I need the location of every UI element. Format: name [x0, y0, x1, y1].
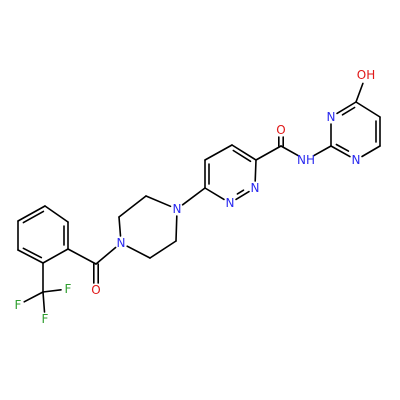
atom-label-f2: F: [42, 312, 49, 326]
atom-label-oh: OH: [357, 68, 375, 82]
bond-pz_c4-pz_c5: [204, 144, 233, 161]
bond-pip_c4-pip_n4: [175, 215, 178, 242]
atom-label-pip_n4: N: [173, 202, 182, 216]
atom-label-f3: F: [15, 298, 22, 312]
atom-label-nh: NH: [297, 153, 315, 167]
bond-pip_n4-pip_c1: [145, 195, 172, 208]
bond-ph_c3-ph_c4: [17, 205, 46, 222]
bond-pip_n1-co_c: [95, 246, 117, 265]
bond-pm_c4-pm_c5: [355, 101, 381, 118]
bond-pz_c3-pz_c4: [231, 144, 257, 161]
bond-pip_c3-pip_c4: [149, 240, 177, 259]
bond-cf3_c-f3: [23, 291, 44, 303]
atom-label-amide_o: O: [276, 123, 285, 137]
bond-pip_n1-pip_c3: [126, 245, 151, 259]
atom-label-pip_n1: N: [117, 236, 126, 250]
atom-label-pz_n1: N: [226, 196, 235, 210]
bond-pz_c6-pz_n1: [204, 187, 225, 201]
bond-ph_c5-ph_c6: [17, 249, 44, 264]
atom-label-pm_n3: N: [327, 110, 336, 124]
bond-ph_c6-ph_c1: [42, 248, 69, 264]
bond-co_c-ph_c1: [67, 248, 97, 265]
bond-pz_n2-pz_c3: [254, 159, 257, 182]
bond-ph_c5-ph_c6-inner: [22, 247, 43, 259]
bond-pz_n1-pz_n2: [235, 190, 250, 201]
bond-ph_c2-ph_c3: [44, 205, 69, 223]
atom-labels-layer: OH N N NH O N N N N O F F F: [15, 68, 376, 326]
bond-pm_n3-pm_c4: [336, 101, 357, 115]
atom-label-pm_n1: N: [352, 153, 361, 167]
bond-cf3_c-f2: [42, 291, 46, 313]
bond-nh-amide_c: [280, 145, 299, 157]
bonds-layer: [17, 82, 381, 313]
bond-pm_n1-pm_c2-inner: [335, 143, 350, 152]
atom-label-pz_n2: N: [251, 181, 260, 195]
bond-pz_n1-pz_n2-inner: [236, 189, 245, 195]
bond-cf3_c-f1: [42, 288, 62, 293]
bond-pz_c3-pz_c4-inner: [232, 149, 252, 163]
bond-pm_n1-pm_c2: [330, 145, 351, 158]
bond-pm_n3-pm_c4-inner: [341, 106, 356, 116]
bond-ph_c3-ph_c4-inner: [22, 210, 45, 224]
bond-pip_c2-pip_n1: [118, 216, 122, 237]
bond-amide_c-pz_c3: [255, 145, 282, 161]
atom-label-co_o: O: [91, 283, 100, 297]
bond-pz_c6-pip_n4: [181, 187, 206, 206]
bond-oh-pm_c4: [355, 82, 364, 103]
atom-label-f1: F: [65, 282, 72, 296]
bond-pip_c1-pip_c2: [118, 195, 147, 218]
bond-pm_c2-nh: [313, 145, 332, 157]
bond-pm_c6-pm_n1: [361, 145, 381, 158]
